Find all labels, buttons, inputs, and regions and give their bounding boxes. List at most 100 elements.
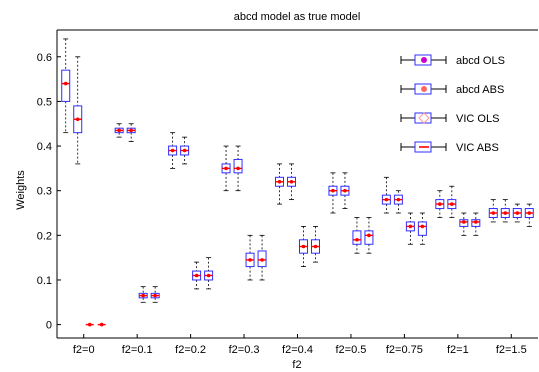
- box-abcd-abs: [340, 172, 350, 209]
- median-marker: [141, 293, 145, 298]
- y-tick-label: 0.4: [37, 141, 52, 153]
- median-marker: [277, 179, 282, 184]
- box-vic-abs: [364, 217, 374, 254]
- box-abcd-ols: [221, 145, 231, 192]
- median-marker: [384, 197, 389, 202]
- y-tick-label: 0.6: [37, 52, 52, 64]
- median-marker: [117, 128, 121, 133]
- median-marker: [87, 322, 92, 327]
- median-marker: [408, 224, 413, 229]
- x-tick-label: f2=1: [447, 344, 469, 356]
- box-abcd-ols: [381, 176, 391, 214]
- median-marker: [491, 211, 496, 215]
- median-marker: [224, 166, 228, 171]
- median-marker: [527, 211, 532, 215]
- x-axis-title: f2: [292, 359, 301, 371]
- box-abcd-abs: [73, 56, 83, 165]
- box-abcd-ols: [275, 163, 284, 205]
- box-vic-abs: [257, 234, 267, 281]
- iqr-box: [471, 219, 481, 227]
- median-marker: [301, 244, 306, 249]
- median-marker: [367, 233, 371, 238]
- median-marker: [63, 81, 68, 86]
- box-vic-abs: [524, 203, 534, 227]
- x-tick-label: f2=1.5: [496, 344, 527, 356]
- iqr-box: [352, 230, 362, 245]
- box-abcd-ols: [488, 199, 498, 223]
- box-abcd-abs: [126, 123, 136, 142]
- median-marker: [313, 244, 318, 249]
- box-vic-ols: [459, 212, 469, 236]
- iqr-box: [257, 250, 267, 268]
- median-marker: [289, 179, 294, 184]
- median-marker: [343, 188, 347, 193]
- median-marker: [503, 211, 508, 215]
- median-marker: [515, 211, 520, 215]
- iqr-box: [417, 221, 427, 236]
- median-marker: [474, 220, 478, 224]
- median-marker: [129, 128, 133, 133]
- median-marker: [153, 293, 157, 298]
- x-tick-label: f2=0.1: [122, 344, 153, 356]
- median-marker: [260, 258, 264, 262]
- box-abcd-abs: [500, 199, 510, 223]
- box-abcd-ols: [61, 38, 71, 134]
- legend-marker-icon: [418, 112, 430, 124]
- box-vic-ols: [512, 203, 522, 223]
- box-vic-ols: [245, 234, 255, 281]
- chart-title: abcd model as true model: [234, 11, 361, 23]
- x-tick-label: f2=0.2: [175, 344, 206, 356]
- y-tick-label: 0.5: [37, 96, 52, 108]
- box-vic-ols: [299, 226, 308, 267]
- y-tick-label: 0.2: [37, 230, 52, 242]
- box-vic-abs: [311, 226, 320, 263]
- box-vic-ols: [352, 217, 362, 254]
- box-vic-abs: [204, 257, 214, 290]
- median-marker: [236, 166, 240, 171]
- median-marker: [99, 322, 104, 327]
- box-abcd-ols: [168, 132, 178, 169]
- box-vic-abs: [417, 212, 427, 245]
- box-abcd-ols: [328, 172, 338, 214]
- box-vic-abs: [471, 212, 481, 236]
- box-abcd-ols: [114, 123, 124, 138]
- boxes-layer: [61, 38, 534, 327]
- median-marker: [331, 188, 335, 193]
- median-marker: [420, 224, 425, 229]
- iqr-box: [459, 219, 469, 227]
- legend-marker-icon: [421, 86, 427, 92]
- legend-item-abcd-ols: abcd OLS: [400, 54, 505, 67]
- legend-item-abcd-abs: abcd ABS: [400, 83, 504, 96]
- median-marker: [182, 148, 187, 153]
- box-abcd-abs: [287, 163, 296, 201]
- x-tick-label: f2=0.5: [335, 344, 366, 356]
- box-abcd-ols: [435, 190, 445, 218]
- box-abcd-abs: [180, 136, 190, 165]
- legend-box-icon: [414, 112, 432, 124]
- box-vic-abs: [150, 286, 160, 303]
- box-vic-ols: [405, 212, 415, 245]
- median-marker: [355, 237, 359, 242]
- legend-item-vic-ols: VIC OLS: [400, 112, 499, 125]
- legend-marker-icon: [421, 57, 427, 63]
- median-marker: [170, 148, 175, 153]
- median-marker: [462, 220, 466, 224]
- median-marker: [206, 273, 211, 278]
- box-abcd-abs: [447, 185, 457, 218]
- median-marker: [194, 273, 199, 278]
- median-marker: [248, 258, 252, 262]
- median-marker: [75, 117, 80, 122]
- y-ticks: 0 0.1 0.2 0.3 0.4 0.5 0.6: [37, 52, 61, 332]
- y-tick-label: 0.1: [37, 275, 52, 287]
- box-abcd-abs: [393, 190, 403, 214]
- iqr-box: [233, 158, 243, 174]
- legend-label: abcd ABS: [456, 84, 504, 96]
- x-tick-label: f2=0.3: [229, 344, 260, 356]
- median-marker: [396, 197, 401, 202]
- x-ticks: f2=0 f2=0.1 f2=0.2 f2=0.3 f2=0.4 f2=0.5 f2=0.7…: [73, 334, 527, 356]
- y-axis-title: Weights: [15, 170, 27, 210]
- box-vic-ols: [192, 261, 202, 290]
- legend: abcd OLS abcd ABS VIC OLS VIC ABS: [395, 44, 533, 160]
- legend-item-vic-abs: VIC ABS: [400, 141, 499, 154]
